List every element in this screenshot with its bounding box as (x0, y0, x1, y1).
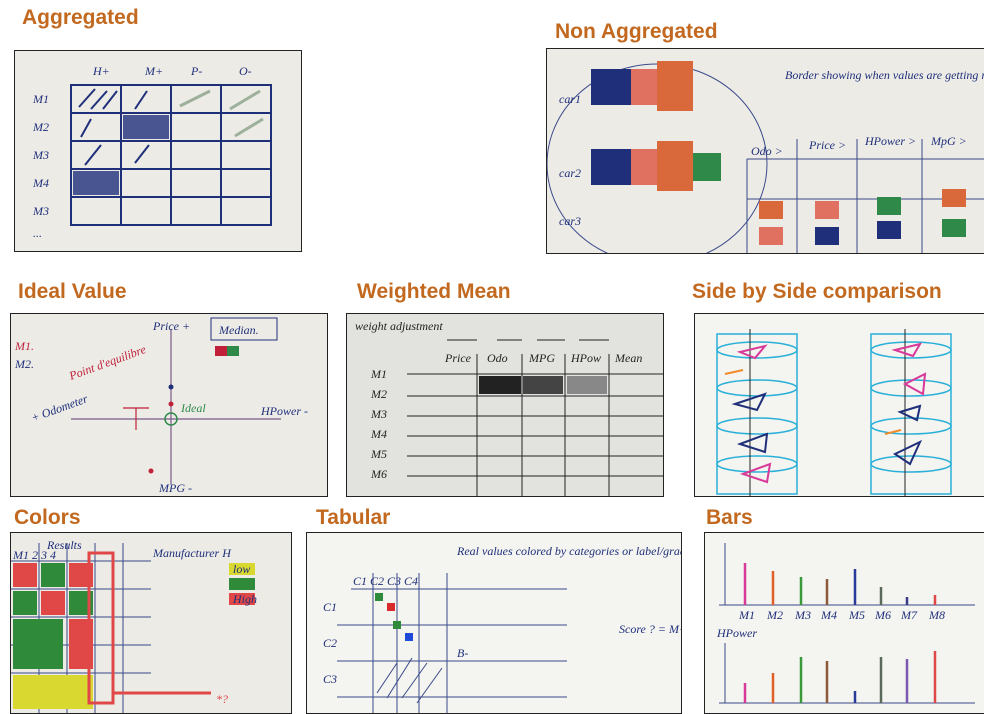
note: C1 C2 C3 C4 (353, 574, 418, 588)
note: C2 (323, 636, 337, 650)
note: Price (444, 351, 472, 365)
note: HPower - (260, 404, 308, 418)
note: Odo > (751, 144, 783, 158)
note: low (233, 562, 250, 576)
sketch: Results M1 2 3 4 Manufacturer H low High… (10, 532, 292, 714)
note: M3 (32, 204, 49, 218)
note: Median. (218, 323, 259, 337)
note: M2. (14, 357, 34, 371)
note: Mean (614, 351, 642, 365)
note: Score ? = M+H-P-O by % (619, 622, 681, 636)
note: M1 2 3 4 (12, 548, 56, 562)
note: Manufacturer H (152, 546, 232, 560)
note: B- (457, 646, 468, 660)
note: car1 (559, 92, 581, 106)
panel-title: Ideal Value (18, 280, 127, 303)
note: O- (239, 64, 252, 78)
colors-sketch: Results M1 2 3 4 Manufacturer H low High… (11, 538, 257, 713)
sketch: car1 car2 car3 Border showing when value… (546, 48, 984, 254)
note: M2 (370, 387, 387, 401)
note: HPower (716, 626, 757, 640)
note: M7 (900, 608, 918, 622)
ideal-value-sketch: Median. M1. M2. Price + Ideal HPower - M… (14, 317, 308, 495)
note: M1 (370, 367, 387, 381)
note: Results (46, 538, 82, 552)
non-aggregated-sketch: car1 car2 car3 Border showing when value… (547, 61, 984, 253)
note: + Odometer (29, 391, 90, 424)
note: High (232, 592, 257, 606)
panel-title: Aggregated (22, 6, 139, 29)
note: Border showing when values are getting r… (785, 68, 984, 82)
note: M4 (32, 176, 49, 190)
note: ... (33, 226, 42, 240)
sketch: C1 C2 C3 C4 C1 C2 C3 Real values colored… (306, 532, 682, 714)
panel-title: Non Aggregated (555, 20, 718, 43)
tabular-sketch: C1 C2 C3 C4 C1 C2 C3 Real values colored… (323, 544, 681, 713)
note: Real values colored by categories or lab… (456, 544, 681, 558)
note: weight adjustment (355, 319, 443, 333)
note: C3 (323, 672, 337, 686)
note: M8 (928, 608, 945, 622)
sketch: HPower M1 M2 M3 M4 M5 M6 M7 M8 (704, 532, 984, 714)
note: HPower > (864, 134, 916, 148)
note: M5 (848, 608, 865, 622)
bars-sketch: HPower M1 M2 M3 M4 M5 M6 M7 M8 (716, 543, 975, 704)
note: MPG (528, 351, 555, 365)
weighted-mean-sketch: weight adjustment Price Odo MPG HPow Mea… (355, 319, 663, 496)
note: M3 (370, 407, 387, 421)
note: M6 (370, 467, 387, 481)
panel-title: Weighted Mean (357, 280, 511, 303)
note: Ideal (180, 401, 206, 415)
note: HPow (570, 351, 601, 365)
sketch (694, 313, 984, 497)
panel-title: Side by Side comparison (692, 280, 942, 303)
note: M1 (32, 92, 49, 106)
note: M2 (32, 120, 49, 134)
panel-title: Tabular (316, 506, 391, 529)
note: M4 (370, 427, 387, 441)
panel-title: Colors (14, 506, 81, 529)
note: M+ (144, 64, 163, 78)
side-by-side-sketch (716, 329, 952, 496)
note: car3 (559, 214, 581, 228)
aggregated-sketch: H+ M+ P- O- M1 M2 M3 M4 M3 ... (32, 64, 272, 240)
note: *? (216, 692, 228, 706)
note: C1 (323, 600, 337, 614)
note: M5 (370, 447, 387, 461)
note: Odo (487, 351, 508, 365)
note: Point d'equilibre (66, 342, 148, 383)
sketch: Median. M1. M2. Price + Ideal HPower - M… (10, 313, 328, 497)
note: M2 (766, 608, 783, 622)
note: car2 (559, 166, 581, 180)
note: M3 (794, 608, 811, 622)
note: M6 (874, 608, 891, 622)
panel-title: Bars (706, 506, 753, 529)
note: MpG > (930, 134, 967, 148)
note: M1 (738, 608, 755, 622)
sketch: weight adjustment Price Odo MPG HPow Mea… (346, 313, 664, 497)
note: M1. (14, 339, 34, 353)
note: M4 (820, 608, 837, 622)
note: H+ (92, 64, 110, 78)
note: MPG - (158, 481, 192, 495)
note: Price + (152, 319, 190, 333)
note: Price > (808, 138, 846, 152)
note: M3 (32, 148, 49, 162)
sketch: H+ M+ P- O- M1 M2 M3 M4 M3 ... (14, 50, 302, 252)
note: P- (190, 64, 202, 78)
